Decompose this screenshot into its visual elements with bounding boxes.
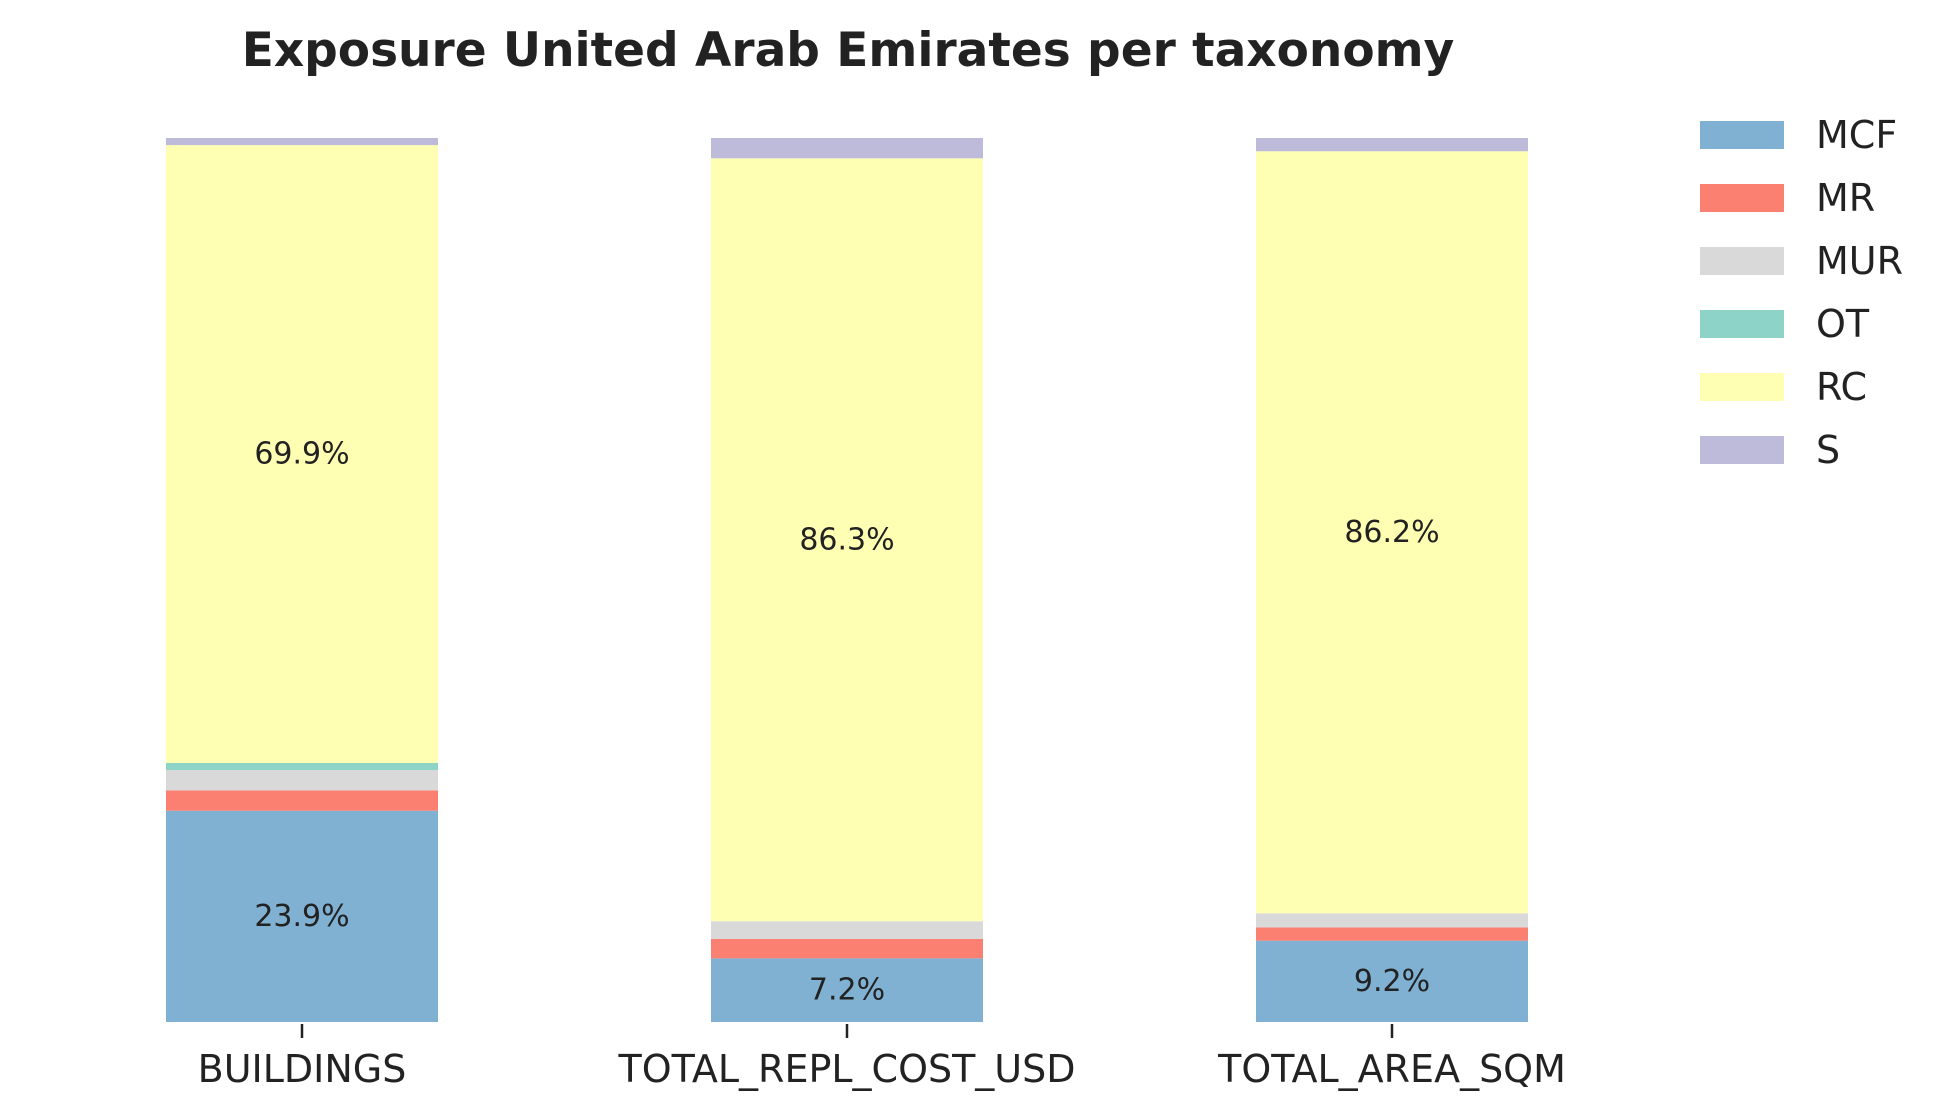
legend: MCF MR MUR OT RC S [1700,113,1903,472]
bar-segment-total-area-sqm-s [1256,138,1528,152]
legend-swatch-mcf [1700,121,1784,149]
chart-title: Exposure United Arab Emirates per taxono… [242,23,1455,78]
legend-label-rc: RC [1816,365,1867,409]
bar-segment-buildings-s [166,138,438,146]
bar-segment-total-area-sqm-mcf [1256,940,1528,1022]
data-label-total-repl-cost-usd-rc: 86.3% [799,522,894,557]
bar-segment-total-area-sqm-rc [1256,151,1528,914]
plot-area [166,138,1528,1022]
legend-label-mcf: MCF [1816,113,1897,157]
data-label-buildings-mcf: 23.9% [254,899,349,934]
legend-label-mr: MR [1816,176,1875,220]
bar-segment-buildings-mr [166,790,438,811]
data-label-total-repl-cost-usd-mcf: 7.2% [809,973,885,1008]
bar-segment-total-repl-cost-usd-mur [711,921,983,939]
legend-swatch-ot [1700,310,1784,338]
x-tick-label-total-repl-cost-usd: TOTAL_REPL_COST_USD [617,1047,1075,1091]
bar-segment-buildings-ot [166,762,438,771]
bar-segment-total-area-sqm-mur [1256,913,1528,928]
bar-segment-total-repl-cost-usd-rc [711,158,983,922]
x-tick-label-buildings: BUILDINGS [198,1047,407,1091]
legend-swatch-s [1700,436,1784,464]
legend-swatch-mr [1700,184,1784,212]
bar-segment-total-area-sqm-mr [1256,927,1528,941]
data-label-buildings-rc: 69.9% [254,437,349,472]
legend-label-s: S [1816,428,1840,472]
bar-segment-buildings-mur [166,770,438,791]
bar-segment-total-repl-cost-usd-s [711,138,983,159]
bar-segment-buildings-rc [166,145,438,763]
data-label-total-area-sqm-rc: 86.2% [1344,515,1439,550]
legend-swatch-rc [1700,373,1784,401]
bar-segment-buildings-mcf [166,810,438,1022]
legend-label-mur: MUR [1816,239,1903,283]
legend-swatch-mur [1700,247,1784,275]
legend-label-ot: OT [1816,302,1870,346]
data-label-total-area-sqm-mcf: 9.2% [1354,964,1430,999]
bar-segment-total-repl-cost-usd-mcf [711,958,983,1022]
x-tick-label-total-area-sqm: TOTAL_AREA_SQM [1217,1047,1566,1091]
x-axis: BUILDINGS TOTAL_REPL_COST_USD TOTAL_AREA_S… [198,1024,1566,1091]
data-labels: 23.9% 69.9% 7.2% 86.3% 9.2% 86.2% [254,437,1439,1008]
bar-segment-total-repl-cost-usd-mr [711,938,983,959]
